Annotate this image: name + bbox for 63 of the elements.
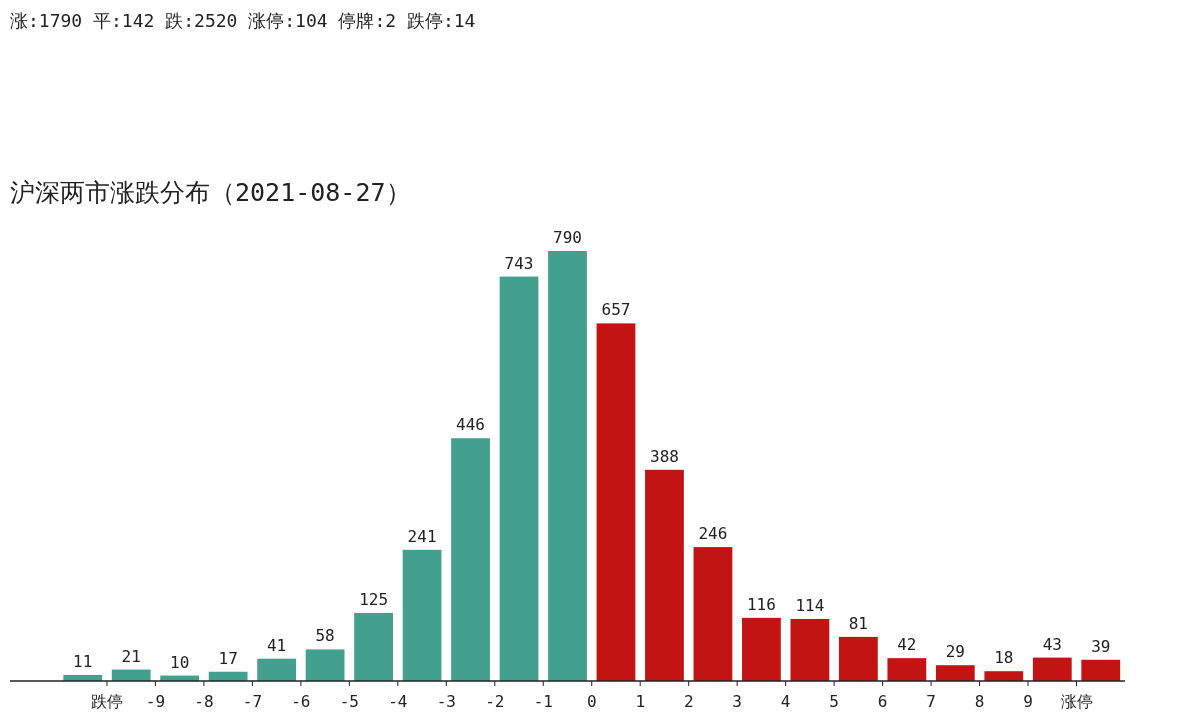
bar <box>838 636 878 681</box>
x-tick-label: -8 <box>194 692 214 711</box>
data-label: 29 <box>945 642 965 662</box>
data-label: 790 <box>553 228 582 247</box>
data-label: 17 <box>218 648 238 668</box>
bar <box>790 618 830 681</box>
data-label: 116 <box>746 594 776 614</box>
data-label: 41 <box>267 635 287 655</box>
bar <box>257 658 297 681</box>
data-label: 10 <box>170 652 190 672</box>
x-tick-label: 7 <box>926 692 936 711</box>
x-tick-label: -7 <box>242 692 263 711</box>
x-tick-label: 跌停 <box>90 692 123 711</box>
data-label: 388 <box>650 446 679 466</box>
bar <box>548 251 587 681</box>
x-tick-label: -2 <box>485 692 505 711</box>
x-tick-label: 4 <box>780 692 791 711</box>
bar <box>935 665 975 681</box>
bar <box>402 549 442 681</box>
data-label: 18 <box>994 648 1014 668</box>
x-tick-label: -3 <box>436 692 456 711</box>
data-label: 241 <box>407 526 437 546</box>
x-tick-label: 2 <box>683 692 694 711</box>
x-tick-label: 6 <box>877 692 888 711</box>
data-label: 81 <box>848 613 868 633</box>
text: 涨:1790 平:142 跌:2520 涨停:104 停牌:2 跌停:14 <box>10 10 476 31</box>
bar <box>305 649 345 681</box>
data-label: 39 <box>1091 636 1111 656</box>
data-label: 43 <box>1042 634 1062 654</box>
bar <box>1032 657 1072 681</box>
bar <box>499 276 539 681</box>
data-label: 21 <box>121 646 141 666</box>
x-tick-label: -6 <box>291 692 311 711</box>
x-tick-label: 5 <box>829 692 839 711</box>
bar <box>596 323 636 681</box>
bar <box>693 547 733 681</box>
bar <box>451 438 490 681</box>
x-tick-label: -1 <box>533 692 553 711</box>
data-label: 246 <box>698 524 728 544</box>
x-tick-label: 8 <box>974 692 985 711</box>
bar <box>984 671 1024 681</box>
x-tick-label: -4 <box>388 692 408 711</box>
x-tick-label: -5 <box>339 692 359 711</box>
data-label: 58 <box>315 626 335 646</box>
data-label: 657 <box>601 300 631 320</box>
chart-title: 沪深两市涨跌分布（2021-08-27） <box>10 178 411 207</box>
x-tick-label: 9 <box>1023 692 1033 711</box>
x-tick-label: 3 <box>732 692 742 711</box>
data-label: 743 <box>504 253 534 273</box>
x-tick-label: 涨停 <box>1060 692 1093 711</box>
bar <box>645 469 684 681</box>
x-tick-label: 0 <box>586 692 597 711</box>
bar <box>354 612 393 681</box>
x-tick-label: -9 <box>145 692 166 711</box>
bar <box>1081 659 1121 681</box>
bar <box>742 617 781 681</box>
bar <box>887 658 927 681</box>
x-tick-label: 1 <box>635 692 646 711</box>
data-label: 446 <box>456 415 485 435</box>
data-label: 42 <box>897 635 917 655</box>
data-label: 11 <box>73 652 93 672</box>
data-label: 125 <box>359 589 389 609</box>
data-label: 114 <box>795 595 825 615</box>
